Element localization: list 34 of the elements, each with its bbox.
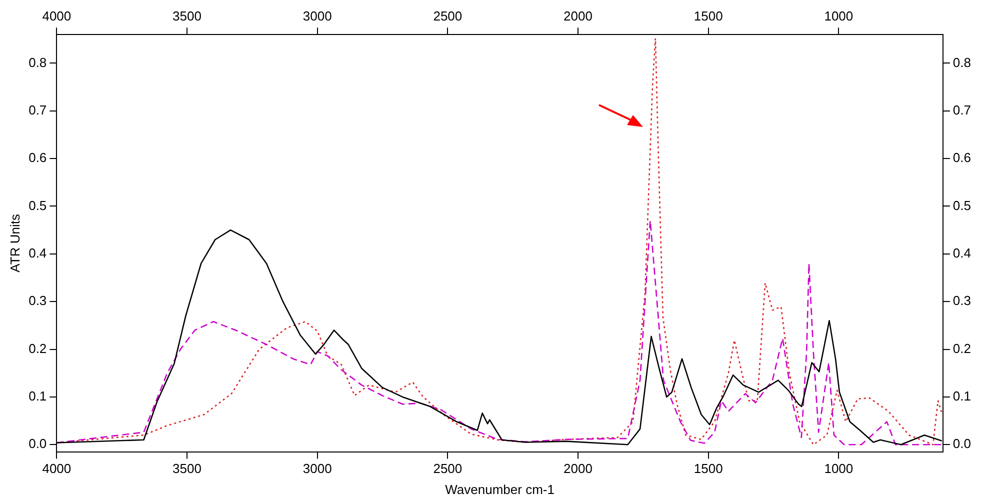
x2-tick-label: 1000 [824, 8, 854, 24]
y2-tick-label: 0.4 [952, 246, 972, 261]
y-tick-label: 0.2 [28, 340, 47, 356]
x2-tick-label: 2000 [564, 8, 592, 24]
x-tick-label: 2500 [433, 461, 462, 476]
y-tick-label: 0.6 [28, 150, 47, 166]
x-tick-label: 3000 [302, 461, 332, 476]
y-tick-label: 0.5 [28, 198, 47, 213]
y2-tick-label: 0.2 [952, 340, 972, 356]
y-tick-label: 0.7 [28, 102, 47, 118]
x2-tick-label: 3000 [302, 8, 332, 24]
y2-tick-label: 0.3 [952, 293, 972, 308]
y2-tick-label: 0.8 [952, 54, 972, 70]
x-tick-label: 2000 [564, 461, 592, 476]
y-tick-label: 0.8 [28, 54, 47, 70]
y2-tick-label: 0.7 [952, 102, 972, 118]
y-tick-label: 0.0 [28, 436, 47, 452]
x2-tick-label: 1500 [694, 8, 723, 24]
y-tick-label: 0.4 [28, 246, 47, 261]
y-tick-label: 0.3 [28, 293, 47, 308]
x-tick-label: 4000 [42, 461, 72, 476]
y2-tick-label: 0.0 [952, 436, 972, 452]
y2-tick-label: 0.6 [952, 150, 972, 166]
x-tick-label: 1000 [824, 461, 854, 476]
y-axis-title: ATR Units [7, 214, 22, 272]
x2-tick-label: 2500 [433, 8, 462, 24]
x-tick-label: 3500 [172, 461, 202, 476]
y2-tick-label: 0.5 [952, 198, 972, 213]
y2-tick-label: 0.1 [952, 388, 972, 404]
x-tick-label: 1500 [694, 461, 723, 476]
x2-tick-label: 4000 [42, 8, 72, 24]
x2-tick-label: 3500 [172, 8, 202, 24]
x-axis-title: Wavenumber cm-1 [445, 482, 554, 497]
y-tick-label: 0.1 [28, 388, 47, 404]
